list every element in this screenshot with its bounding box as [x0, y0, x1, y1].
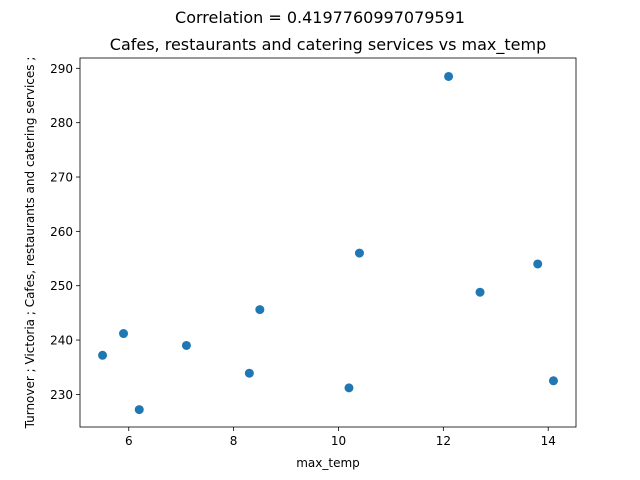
y-tick-label: 290: [50, 62, 73, 76]
y-tick-label: 250: [50, 279, 73, 293]
data-point: [444, 71, 454, 81]
x-tick-label: 10: [331, 434, 346, 448]
data-point: [181, 340, 191, 350]
data-point: [475, 287, 485, 297]
data-point: [344, 383, 354, 393]
x-axis-label: max_temp: [296, 456, 360, 470]
data-point: [119, 329, 129, 339]
axes-frame: [79, 57, 577, 428]
y-tick-label: 230: [50, 388, 73, 402]
x-tick-label: 14: [541, 434, 556, 448]
y-tick-label: 280: [50, 116, 73, 130]
data-point: [354, 248, 364, 258]
data-point: [134, 405, 144, 415]
data-point: [98, 350, 108, 360]
data-point: [255, 305, 265, 315]
y-tick-label: 240: [50, 334, 73, 348]
x-tick-label: 8: [230, 434, 238, 448]
chart-suptitle: Correlation = 0.4197760997079591: [175, 8, 465, 27]
data-point: [244, 368, 254, 378]
y-tick-label: 260: [50, 225, 73, 239]
plot-area: 6 8 10 12 14 230 240 250 260 270 280 290: [50, 57, 577, 448]
x-tick-label: 6: [125, 434, 133, 448]
chart-title: Cafes, restaurants and catering services…: [110, 35, 546, 55]
y-tick-label: 270: [50, 171, 73, 185]
data-point: [533, 259, 543, 269]
y-axis-label: Turnover ; Victoria ; Cafes, restaurants…: [23, 57, 37, 430]
x-tick-label: 12: [436, 434, 451, 448]
data-point: [548, 376, 558, 386]
